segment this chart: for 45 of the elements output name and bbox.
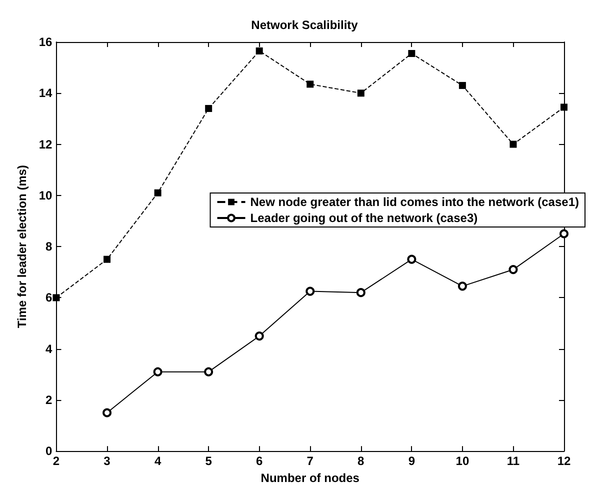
point <box>306 286 315 296</box>
x-tick-label: 8 <box>358 454 365 468</box>
y-tick-label: 0 <box>46 444 53 458</box>
point <box>408 50 416 58</box>
x-tick-label: 7 <box>306 454 314 468</box>
y-axis-title: Time for leader election (ms) <box>15 164 29 328</box>
x-tick-label: 4 <box>154 454 162 468</box>
y-tick-label: 8 <box>46 240 53 254</box>
point <box>356 288 366 298</box>
point <box>153 367 162 376</box>
chart-title: Network Scalibility <box>251 18 358 32</box>
y-tick-label: 2 <box>46 392 53 407</box>
x-tick-label: 9 <box>408 454 416 468</box>
point <box>254 332 264 341</box>
point <box>154 189 162 196</box>
point <box>508 265 518 274</box>
point <box>306 80 314 88</box>
point <box>510 140 517 148</box>
point <box>104 256 111 263</box>
x-tick-label: 3 <box>104 454 111 468</box>
x-axis-title: Number of nodes <box>260 471 360 485</box>
point <box>204 367 214 376</box>
y-tick-label: 12 <box>38 137 53 152</box>
legend-label: New node greater than lid comes into the network (case1) <box>250 195 580 209</box>
point <box>407 254 416 264</box>
point <box>560 229 568 238</box>
point <box>458 82 466 89</box>
legend-label: Leader going out of the network (case3) <box>250 211 478 225</box>
y-tick-label: 16 <box>38 35 53 49</box>
y-tick-label: 10 <box>38 188 53 202</box>
point <box>52 294 60 302</box>
x-tick-label: 11 <box>506 454 520 468</box>
x-tick-label: 10 <box>456 454 470 468</box>
point <box>357 90 364 97</box>
x-tick-label: 6 <box>256 454 264 468</box>
y-tick-label: 4 <box>46 342 53 356</box>
point <box>458 282 467 291</box>
y-tick-label: 14 <box>38 86 53 100</box>
x-tick-label: 5 <box>205 454 212 468</box>
y-tick-label: 6 <box>46 290 53 305</box>
point <box>102 408 112 418</box>
point <box>205 104 212 112</box>
point <box>560 104 568 111</box>
point <box>256 47 263 54</box>
x-tick-label: 12 <box>557 454 571 468</box>
